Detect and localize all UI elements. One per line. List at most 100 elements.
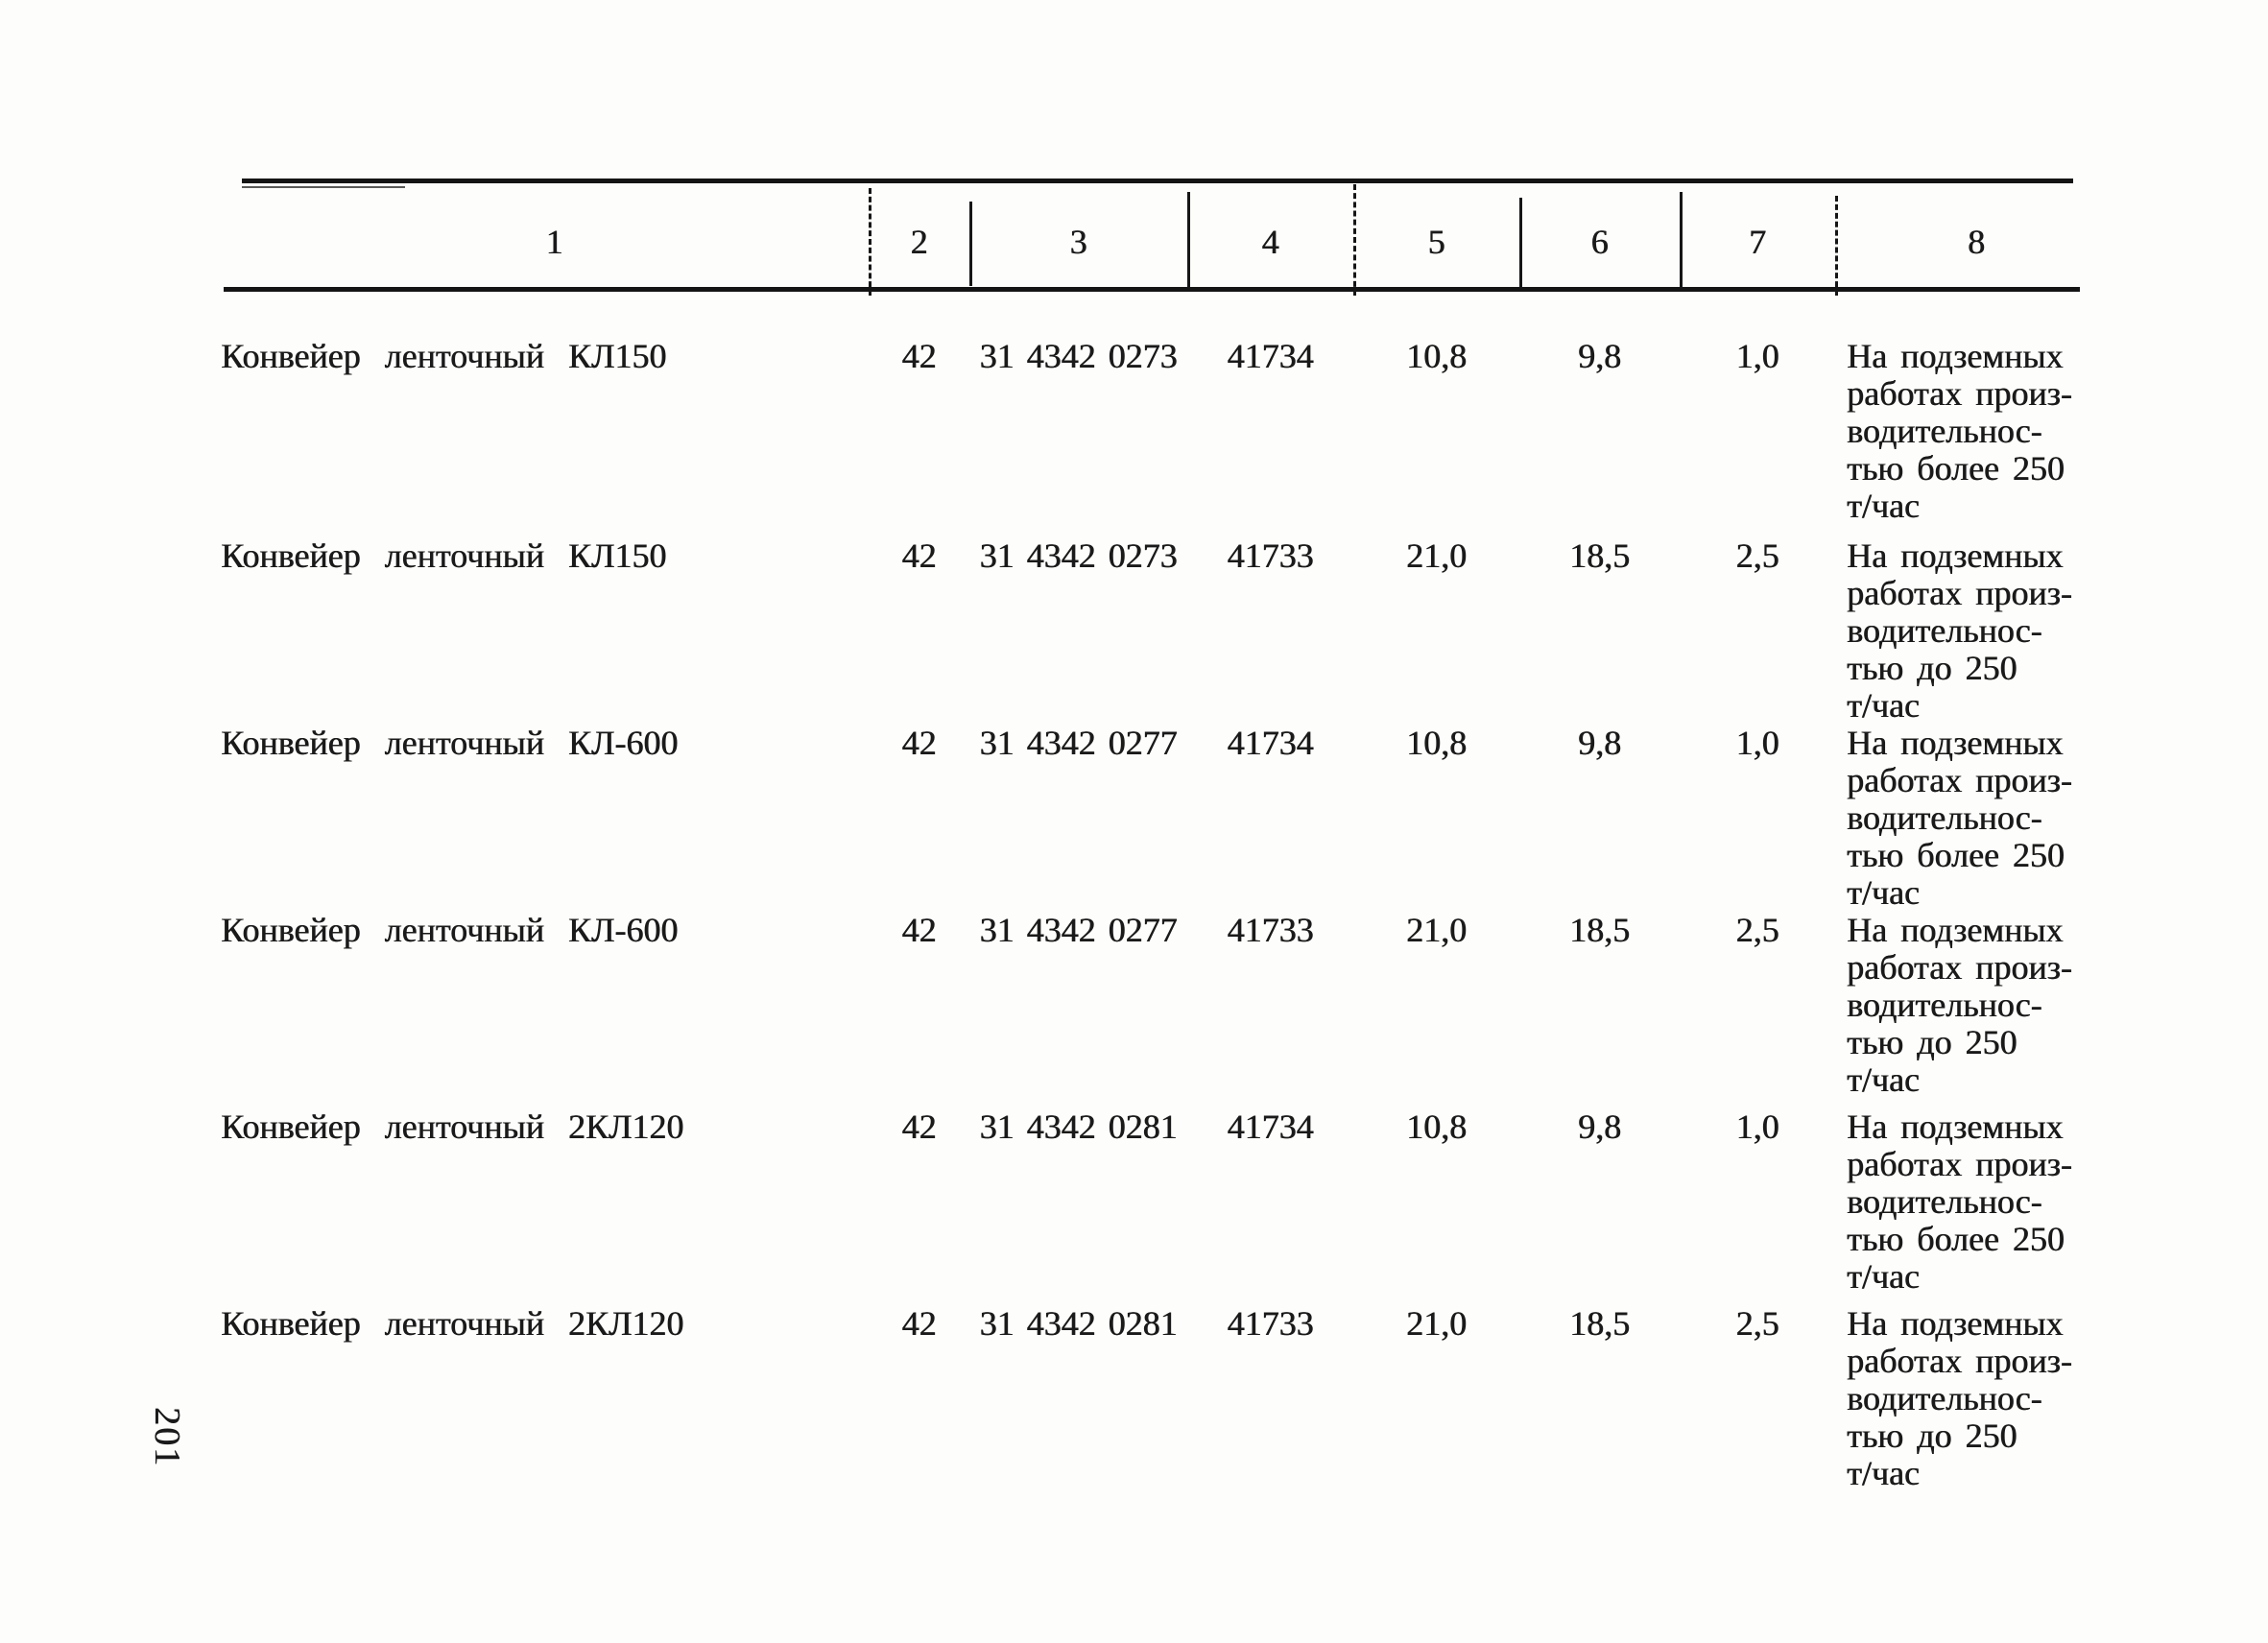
note-line: тью более 250 (1847, 1220, 2065, 1258)
note-line: т/час (1847, 1257, 1920, 1296)
rate-value: 10,8 (1406, 724, 1467, 762)
note-line: На подземных (1847, 337, 2064, 375)
rate-value: 9,8 (1578, 1107, 1621, 1146)
column-divider (1680, 192, 1683, 288)
note-line: тью до 250 (1847, 1417, 2017, 1455)
rate-value: 9,8 (1578, 337, 1621, 375)
rate-value: 10,8 (1406, 1107, 1467, 1146)
column-divider (969, 202, 972, 286)
note-line: водительнос- (1847, 412, 2042, 450)
tariff-code: 41734 (1227, 337, 1314, 375)
rate-value: 10,8 (1406, 337, 1467, 375)
note-line: тью более 250 (1847, 836, 2065, 874)
equipment-name: Конвейер ленточный 2КЛ120 (221, 1304, 684, 1343)
note: На подземных работах произ- водительнос-… (1847, 1305, 2087, 1492)
rate-value: 21,0 (1406, 1304, 1467, 1343)
note-line: водительнос- (1847, 986, 2042, 1024)
rate-value: 2,5 (1735, 911, 1779, 949)
code-value: 42 (901, 1107, 937, 1146)
code-value: 42 (901, 1304, 937, 1343)
classifier-code: 31 4342 0277 (979, 911, 1178, 949)
tariff-code: 41733 (1227, 1304, 1314, 1343)
note-line: На подземных (1847, 536, 2064, 575)
note-line: водительнос- (1847, 798, 2042, 837)
table-top-rule (242, 179, 2073, 188)
note-line: работах произ- (1847, 374, 2072, 413)
note-line: работах произ- (1847, 761, 2072, 799)
classifier-code: 31 4342 0277 (979, 724, 1178, 762)
column-header-5: 5 (1427, 223, 1445, 261)
note-line: т/час (1847, 1454, 1920, 1492)
column-header-6: 6 (1590, 223, 1609, 261)
table-row: Конвейер ленточный КЛ-600 42 31 4342 027… (221, 725, 2073, 917)
column-divider (1187, 192, 1190, 288)
tariff-code: 41733 (1227, 536, 1314, 575)
note-line: На подземных (1847, 1107, 2064, 1146)
note-line: т/час (1847, 686, 1920, 725)
note-line: работах произ- (1847, 1342, 2072, 1380)
equipment-name: Конвейер ленточный КЛ150 (221, 536, 667, 575)
note-line: т/час (1847, 487, 1920, 525)
column-divider (1353, 184, 1356, 296)
column-header-3: 3 (1069, 223, 1087, 261)
note-line: водительнос- (1847, 611, 2042, 650)
note-line: работах произ- (1847, 574, 2072, 612)
rate-value: 1,0 (1735, 337, 1779, 375)
rate-value: 2,5 (1735, 536, 1779, 575)
rate-value: 21,0 (1406, 536, 1467, 575)
classifier-code: 31 4342 0281 (979, 1304, 1178, 1343)
note: На подземных работах произ- водительнос-… (1847, 338, 2087, 525)
rate-value: 18,5 (1569, 911, 1630, 949)
note-line: тью до 250 (1847, 649, 2017, 687)
table-row: Конвейер ленточный КЛ150 42 31 4342 0273… (221, 338, 2073, 530)
note-line: На подземных (1847, 1304, 2064, 1343)
note: На подземных работах произ- водительнос-… (1847, 912, 2087, 1099)
tariff-code: 41734 (1227, 1107, 1314, 1146)
page-number: 201 (147, 1407, 187, 1467)
note-line: На подземных (1847, 911, 2064, 949)
equipment-name: Конвейер ленточный 2КЛ120 (221, 1107, 684, 1146)
equipment-name: Конвейер ленточный КЛ-600 (221, 724, 679, 762)
note-line: работах произ- (1847, 1145, 2072, 1183)
equipment-name: Конвейер ленточный КЛ-600 (221, 911, 679, 949)
note: На подземных работах произ- водительнос-… (1847, 537, 2087, 725)
code-value: 42 (901, 536, 937, 575)
table-row: Конвейер ленточный КЛ-600 42 31 4342 027… (221, 912, 2073, 1104)
column-divider (1519, 198, 1522, 288)
note-line: тью более 250 (1847, 449, 2065, 488)
note-line: работах произ- (1847, 948, 2072, 987)
table-row: Конвейер ленточный 2КЛ120 42 31 4342 028… (221, 1305, 2073, 1497)
rate-value: 18,5 (1569, 536, 1630, 575)
note: На подземных работах произ- водительнос-… (1847, 1108, 2087, 1296)
rate-value: 1,0 (1735, 724, 1779, 762)
tariff-code: 41734 (1227, 724, 1314, 762)
column-divider (1835, 196, 1838, 296)
table-row: Конвейер ленточный КЛ150 42 31 4342 0273… (221, 537, 2073, 729)
column-header-4: 4 (1261, 223, 1279, 261)
note-line: водительнос- (1847, 1182, 2042, 1221)
note-line: На подземных (1847, 724, 2064, 762)
note: На подземных работах произ- водительнос-… (1847, 725, 2087, 912)
code-value: 42 (901, 724, 937, 762)
table-row: Конвейер ленточный 2КЛ120 42 31 4342 028… (221, 1108, 2073, 1300)
classifier-code: 31 4342 0273 (979, 536, 1178, 575)
note-line: т/час (1847, 1060, 1920, 1099)
rate-value: 21,0 (1406, 911, 1467, 949)
rate-value: 2,5 (1735, 1304, 1779, 1343)
tariff-code: 41733 (1227, 911, 1314, 949)
column-header-8: 8 (1968, 223, 1985, 261)
code-value: 42 (901, 337, 937, 375)
classifier-code: 31 4342 0281 (979, 1107, 1178, 1146)
column-header-1: 1 (545, 223, 563, 261)
rate-value: 18,5 (1569, 1304, 1630, 1343)
note-line: тью до 250 (1847, 1023, 2017, 1061)
table-header-rule (224, 287, 2080, 292)
column-divider (869, 188, 871, 296)
equipment-name: Конвейер ленточный КЛ150 (221, 337, 667, 375)
code-value: 42 (901, 911, 937, 949)
column-header-7: 7 (1749, 223, 1766, 261)
note-line: водительнос- (1847, 1379, 2042, 1417)
rate-value: 9,8 (1578, 724, 1621, 762)
note-line: т/час (1847, 873, 1920, 912)
